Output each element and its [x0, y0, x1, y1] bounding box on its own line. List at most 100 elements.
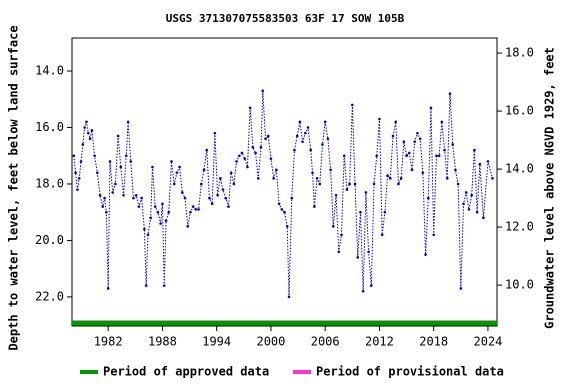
data-point: [81, 143, 85, 146]
data-point: [290, 196, 294, 200]
data-point: [361, 289, 365, 293]
x-tick-label: 2006: [311, 335, 340, 349]
data-point: [407, 151, 411, 155]
legend-label: Period of approved data: [103, 365, 269, 379]
data-point: [440, 120, 444, 124]
data-point: [295, 134, 299, 138]
data-point: [170, 160, 173, 163]
data-point: [186, 225, 190, 228]
data-point: [229, 171, 233, 174]
data-point: [293, 148, 296, 152]
data-point: [353, 182, 357, 186]
data-point: [394, 120, 398, 124]
data-point: [351, 103, 354, 107]
data-point: [313, 205, 316, 208]
data-point: [116, 134, 120, 138]
data-point: [96, 171, 99, 174]
y2-tick-label: 14.0: [505, 162, 534, 176]
data-point: [391, 134, 395, 138]
data-point: [134, 193, 138, 197]
data-point: [402, 140, 406, 143]
data-point: [86, 131, 90, 135]
data-point: [243, 157, 247, 160]
data-point: [429, 106, 433, 110]
data-point: [421, 171, 425, 174]
data-point: [210, 202, 214, 206]
data-point: [277, 202, 281, 206]
data-point: [183, 196, 187, 200]
data-point: [275, 168, 278, 172]
data-point: [85, 120, 88, 124]
y2-axis-label: Groundwater level above NGVD 1929, feet: [543, 47, 557, 329]
data-point: [254, 151, 257, 155]
data-point: [237, 154, 241, 158]
data-point: [216, 193, 219, 197]
data-point: [93, 154, 96, 158]
data-point: [221, 188, 225, 191]
data-point: [124, 154, 128, 158]
data-point: [456, 182, 460, 186]
data-point: [386, 174, 389, 177]
data-point: [235, 160, 238, 163]
data-point: [323, 120, 327, 124]
data-point: [181, 191, 184, 194]
data-point: [90, 129, 94, 132]
data-point: [334, 193, 338, 197]
data-point: [259, 145, 263, 149]
data-point: [232, 182, 236, 186]
x-tick-label: 2012: [365, 335, 394, 349]
data-point: [364, 191, 368, 194]
data-point: [462, 202, 465, 206]
data-point: [298, 120, 302, 124]
data-point: [348, 182, 351, 186]
data-point: [240, 151, 244, 155]
data-point: [132, 196, 135, 200]
data-point: [162, 284, 166, 287]
data-point: [280, 208, 284, 211]
data-point: [315, 177, 319, 180]
data-point: [98, 193, 102, 197]
data-point: [256, 177, 260, 180]
data-point: [227, 205, 230, 208]
data-line: [73, 90, 493, 297]
data-point: [416, 131, 419, 135]
data-point: [72, 154, 76, 158]
data-point: [105, 210, 108, 214]
data-point: [337, 250, 341, 254]
data-point: [470, 193, 473, 197]
data-point: [311, 171, 314, 174]
data-point: [151, 165, 154, 169]
data-point: [378, 117, 381, 121]
data-point: [380, 233, 384, 237]
data-point: [435, 154, 438, 158]
data-point: [321, 143, 324, 146]
data-point: [103, 196, 106, 200]
data-point: [285, 225, 289, 228]
data-point: [418, 137, 422, 141]
legend-label: Period of provisional data: [316, 365, 504, 379]
data-point: [77, 177, 81, 180]
y-tick-label: 14.0: [35, 64, 64, 78]
data-point: [405, 154, 408, 158]
data-point: [413, 140, 417, 143]
data-point: [388, 177, 392, 180]
y-tick-label: 18.0: [35, 176, 64, 190]
data-point: [208, 196, 211, 200]
data-point: [175, 171, 179, 174]
data-point: [83, 126, 86, 129]
x-tick-label: 2024: [474, 335, 503, 349]
data-point: [375, 154, 379, 158]
data-point: [445, 177, 449, 180]
data-point: [372, 182, 376, 186]
data-point: [156, 210, 160, 214]
data-point: [345, 188, 349, 191]
y2-tick-label: 18.0: [505, 46, 534, 60]
x-tick-label: 1994: [202, 335, 231, 349]
data-point: [475, 210, 479, 214]
data-point: [370, 284, 373, 287]
data-point: [397, 182, 400, 186]
data-point: [269, 157, 273, 160]
data-point: [172, 182, 176, 186]
data-point: [318, 182, 322, 186]
